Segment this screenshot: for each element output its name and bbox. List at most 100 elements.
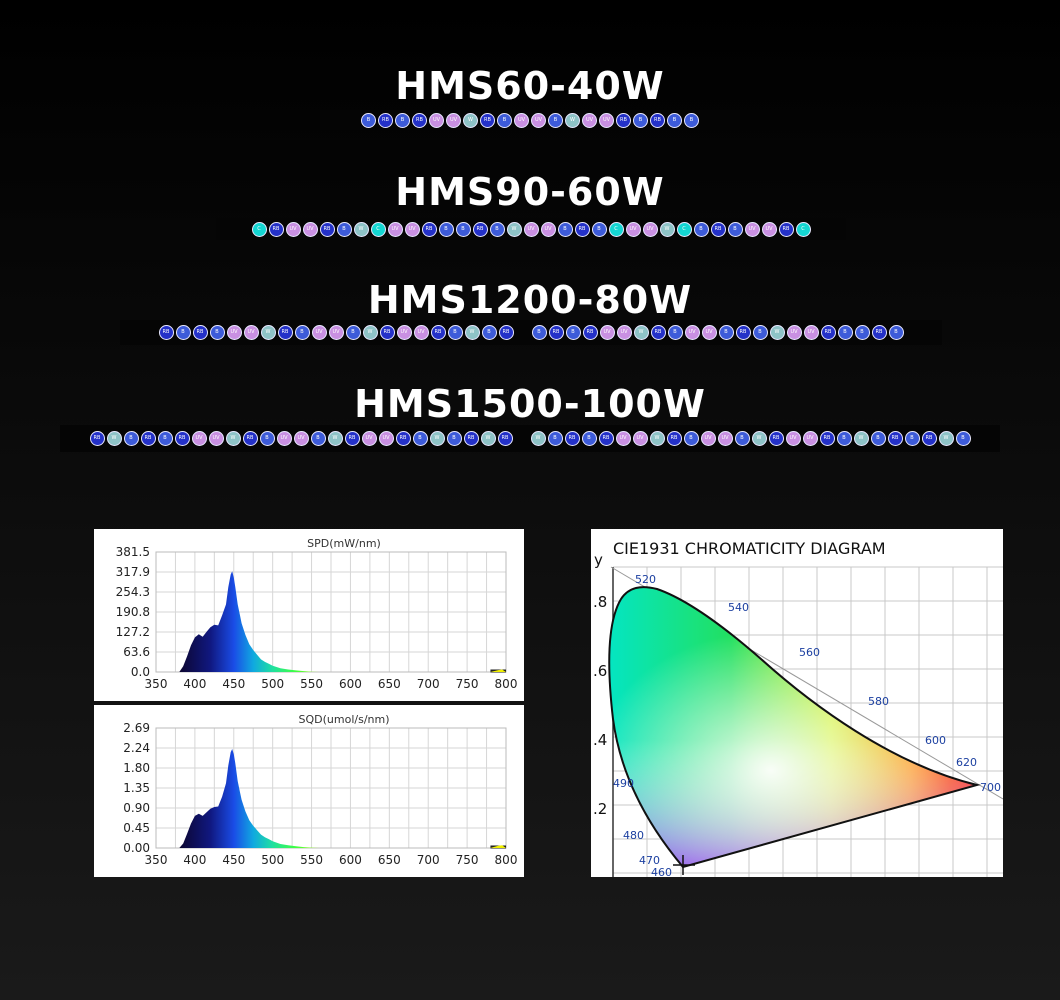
led-strip-hms60: B RB B RB UV UV W RB B UV UV B W UV UV RB B RB B B (320, 110, 740, 130)
led-chip: B (455, 221, 471, 237)
cie-wavelength-label: 490 (613, 777, 634, 790)
led-chip: W (464, 325, 480, 340)
led-strip-gap (515, 431, 529, 446)
led-chip: RB (735, 325, 751, 340)
sqd-ytick: 1.35 (123, 781, 150, 795)
sqd-ytick: 1.80 (123, 761, 150, 775)
led-chip: UV (328, 325, 344, 340)
spd-xtick: 650 (378, 677, 401, 691)
led-chip: RB (344, 431, 360, 446)
led-chip: UV (615, 431, 631, 446)
led-chip: RB (268, 221, 284, 237)
led-chip: W (659, 221, 675, 237)
cie-wavelength-label: 560 (799, 646, 820, 659)
led-chip: W (260, 325, 276, 340)
led-chip: B (209, 325, 225, 340)
sqd-xtick: 750 (456, 853, 479, 867)
led-chip: W (769, 325, 785, 340)
led-strip-gap (516, 325, 530, 340)
led-chip: RB (564, 431, 580, 446)
led-chip: RB (650, 325, 666, 340)
led-chip: B (667, 325, 683, 340)
led-chip: UV (302, 221, 318, 237)
cie-diagram: CIE1931 CHROMATICITY DIAGRAM y .8.6.4.2 … (591, 529, 1003, 877)
led-chip: B (395, 112, 410, 128)
led-chip: RB (472, 221, 488, 237)
led-chip: UV (761, 221, 777, 237)
led-chip: UV (378, 431, 394, 446)
sqd-chart-svg: SQD(umol/s/nm) 0.00 0.45 0.90 1.35 1.80 2.24 2… (123, 713, 517, 867)
led-chip: UV (311, 325, 327, 340)
led-chip: UV (276, 431, 292, 446)
led-chip: B (548, 112, 563, 128)
cie-locus (608, 586, 981, 869)
led-chip: B (336, 221, 352, 237)
led-chip: UV (786, 325, 802, 340)
led-chip: RB (887, 431, 903, 446)
led-chip: B (727, 221, 743, 237)
led-strip-hms1500: RB W B RB B RB UV UV W RB B UV UV B W RB UV UV RB B W B RB W RB W… (60, 425, 1000, 452)
led-chip: RB (463, 431, 479, 446)
spd-ytick: 317.9 (116, 565, 150, 579)
led-chip: UV (717, 431, 733, 446)
spd-ytick: 0.0 (131, 665, 150, 679)
led-chip: W (106, 431, 122, 446)
led-chip: C (251, 221, 267, 237)
led-chip: RB (921, 431, 937, 446)
sqd-area (179, 749, 507, 848)
led-chip: UV (684, 325, 700, 340)
cie-diagram-svg: CIE1931 CHROMATICITY DIAGRAM y .8.6.4.2 … (593, 539, 1003, 877)
led-chip: B (531, 325, 547, 340)
led-chip: RB (616, 112, 631, 128)
led-chip: UV (744, 221, 760, 237)
led-chip: UV (642, 221, 658, 237)
led-chip: B (412, 431, 428, 446)
led-chip: UV (803, 325, 819, 340)
spd-ytick: 190.8 (116, 605, 150, 619)
spd-chart-svg: SPD(mW/nm) 0.0 63.6 127.2 190.8 254.3 317.9 38… (116, 537, 518, 691)
led-chip: B (259, 431, 275, 446)
led-chip: UV (599, 112, 614, 128)
model-title-hms1200: HMS1200-80W (367, 278, 693, 322)
led-chip: UV (625, 221, 641, 237)
sqd-xtick: 400 (183, 853, 206, 867)
led-chip: W (565, 112, 580, 128)
led-chip: B (497, 112, 512, 128)
led-chip: B (683, 431, 699, 446)
spd-ytick: 63.6 (123, 645, 150, 659)
led-chip: B (693, 221, 709, 237)
led-chip: RB (666, 431, 682, 446)
led-chip: UV (396, 325, 412, 340)
led-chip: RB (430, 325, 446, 340)
model-title-hms60: HMS60-40W (395, 64, 665, 108)
cie-ytick: .2 (593, 800, 607, 818)
sqd-xtick: 600 (339, 853, 362, 867)
led-chip: B (547, 431, 563, 446)
led-chip: B (489, 221, 505, 237)
led-chip: RB (140, 431, 156, 446)
cie-ytick: .4 (593, 731, 607, 749)
cie-wavelength-label: 620 (956, 756, 977, 769)
led-chip: B (581, 431, 597, 446)
led-chip: C (370, 221, 386, 237)
led-chip: RB (650, 112, 665, 128)
led-chip: RB (582, 325, 598, 340)
led-chip: RB (497, 431, 513, 446)
spd-xtick: 750 (456, 677, 479, 691)
led-chip: UV (616, 325, 632, 340)
led-chip: RB (158, 325, 174, 340)
sqd-xtick: 650 (378, 853, 401, 867)
sqd-ytick: 0.45 (123, 821, 150, 835)
led-chip: W (480, 431, 496, 446)
cie-wavelength-label: 540 (728, 601, 749, 614)
led-chip: B (888, 325, 904, 340)
led-chip: B (481, 325, 497, 340)
led-chip: B (310, 431, 326, 446)
led-chip: UV (293, 431, 309, 446)
spd-xtick: 600 (339, 677, 362, 691)
led-chip: B (684, 112, 699, 128)
led-chip: B (565, 325, 581, 340)
sqd-ytick: 2.69 (123, 721, 150, 735)
led-chip: UV (599, 325, 615, 340)
led-chip: W (362, 325, 378, 340)
